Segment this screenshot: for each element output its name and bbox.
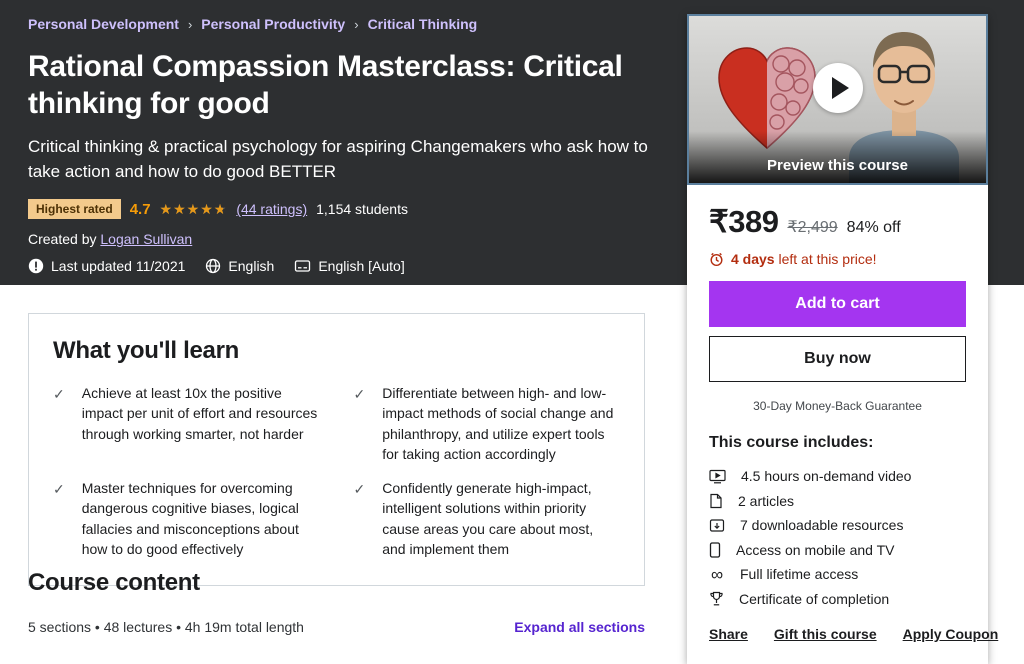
course-meta-row: Last updated 11/2021 English English [Au… bbox=[28, 258, 653, 274]
article-icon bbox=[710, 493, 722, 508]
purchase-card: Preview this course ₹389 ₹2,499 84% off … bbox=[687, 14, 998, 664]
include-item-mobile: Access on mobile and TV bbox=[709, 538, 966, 563]
price-urgency: 4 days left at this price! bbox=[709, 251, 966, 267]
breadcrumb-item-personal-development[interactable]: Personal Development bbox=[28, 16, 179, 32]
alarm-clock-icon bbox=[710, 252, 723, 266]
check-icon: ✓ bbox=[353, 386, 366, 402]
course-content-title: Course content bbox=[28, 569, 200, 596]
breadcrumb-separator-icon: › bbox=[187, 16, 193, 32]
include-item-video: 4.5 hours on-demand video bbox=[709, 464, 966, 489]
check-icon: ✓ bbox=[353, 481, 366, 498]
buy-now-button[interactable]: Buy now bbox=[709, 336, 966, 382]
learn-item-text: Achieve at least 10x the positive impact… bbox=[81, 385, 318, 442]
learn-item-text: Master techniques for overcoming dangero… bbox=[81, 480, 299, 558]
course-includes-title: This course includes: bbox=[709, 434, 874, 451]
ratings-count-link[interactable]: (44 ratings) bbox=[236, 201, 308, 218]
closed-captions-icon bbox=[295, 260, 311, 273]
learn-item: ✓ Differentiate between high- and low-im… bbox=[354, 383, 621, 464]
highest-rated-badge: Highest rated bbox=[28, 199, 121, 220]
original-price: ₹2,499 bbox=[787, 219, 838, 236]
rating-row: Highest rated 4.7 ★★★★★ ★★★★★ (44 rating… bbox=[28, 199, 653, 220]
hero-content: Personal Development › Personal Producti… bbox=[28, 16, 653, 274]
check-icon: ✓ bbox=[53, 386, 65, 402]
learn-item: ✓ Master techniques for overcoming dange… bbox=[53, 478, 320, 559]
course-content-summary: 5 sections • 48 lectures • 4h 19m total … bbox=[28, 619, 304, 635]
apply-coupon-link[interactable]: Apply Coupon bbox=[902, 626, 999, 642]
learn-grid: ✓ Achieve at least 10x the positive impa… bbox=[53, 383, 620, 559]
days-left: 4 days bbox=[731, 251, 775, 267]
course-content-section: Course content 5 sections • 48 lectures … bbox=[28, 569, 645, 635]
mobile-tv-icon bbox=[709, 542, 721, 558]
include-item-certificate: Certificate of completion bbox=[709, 587, 966, 612]
course-language: English bbox=[205, 258, 274, 274]
breadcrumb-separator-icon: › bbox=[354, 16, 359, 32]
play-icon[interactable] bbox=[812, 63, 863, 113]
learn-item: ✓ Confidently generate high-impact, inte… bbox=[354, 478, 621, 559]
learn-item-text: Differentiate between high- and low-impa… bbox=[382, 385, 614, 462]
expand-all-sections-link[interactable]: Expand all sections bbox=[514, 619, 645, 635]
star-rating-icon: ★★★★★ ★★★★★ bbox=[159, 201, 228, 218]
course-captions: English [Auto] bbox=[294, 258, 405, 274]
instructor-link[interactable]: Logan Sullivan bbox=[100, 231, 193, 248]
include-item-articles: 2 articles bbox=[709, 489, 966, 514]
discount-percent: 84% off bbox=[846, 219, 901, 236]
on-demand-video-icon bbox=[709, 469, 726, 484]
check-icon: ✓ bbox=[53, 481, 65, 498]
students-count: 1,154 students bbox=[316, 201, 408, 218]
current-price: ₹389 bbox=[709, 204, 779, 239]
rating-value: 4.7 bbox=[129, 200, 151, 218]
globe-icon bbox=[206, 259, 221, 274]
card-links-row: Share Gift this course Apply Coupon bbox=[709, 626, 998, 642]
gift-this-course-link[interactable]: Gift this course bbox=[773, 626, 877, 642]
learn-item: ✓ Achieve at least 10x the positive impa… bbox=[53, 383, 320, 464]
what-youll-learn-box: What you'll learn ✓ Achieve at least 10x… bbox=[28, 313, 645, 587]
include-item-lifetime: ∞ Full lifetime access bbox=[710, 564, 859, 584]
what-youll-learn-title: What you'll learn bbox=[53, 337, 239, 364]
add-to-cart-button[interactable]: Add to cart bbox=[709, 281, 966, 327]
learn-item-text: Confidently generate high-impact, intell… bbox=[382, 480, 594, 558]
infinity-icon: ∞ bbox=[710, 564, 724, 584]
price-row: ₹389 ₹2,499 84% off bbox=[709, 204, 966, 240]
created-by-label: Created by bbox=[28, 231, 101, 248]
urgency-text: left at this price! bbox=[774, 251, 877, 267]
last-updated: Last updated 11/2021 bbox=[28, 258, 185, 274]
course-title: Rational Compassion Masterclass: Critica… bbox=[28, 50, 623, 120]
include-item-downloads: 7 downloadable resources bbox=[709, 513, 966, 538]
money-back-guarantee: 30-Day Money-Back Guarantee bbox=[753, 399, 922, 413]
preview-course-label: Preview this course bbox=[767, 157, 908, 174]
download-icon bbox=[709, 519, 725, 532]
alert-icon bbox=[28, 259, 44, 274]
course-includes-list: 4.5 hours on-demand video 2 articles 7 d… bbox=[709, 464, 966, 611]
video-bottom-shade bbox=[689, 131, 986, 183]
breadcrumb-item-personal-productivity[interactable]: Personal Productivity bbox=[201, 16, 346, 32]
breadcrumb-item-critical-thinking[interactable]: Critical Thinking bbox=[367, 16, 478, 32]
breadcrumb: Personal Development › Personal Producti… bbox=[28, 16, 653, 32]
share-link[interactable]: Share bbox=[709, 626, 748, 642]
trophy-icon bbox=[710, 591, 723, 606]
created-by-row: Created by Logan Sullivan bbox=[28, 231, 653, 247]
course-preview-video[interactable]: Preview this course bbox=[687, 14, 988, 185]
course-subtitle: Critical thinking & practical psychology… bbox=[28, 137, 648, 181]
